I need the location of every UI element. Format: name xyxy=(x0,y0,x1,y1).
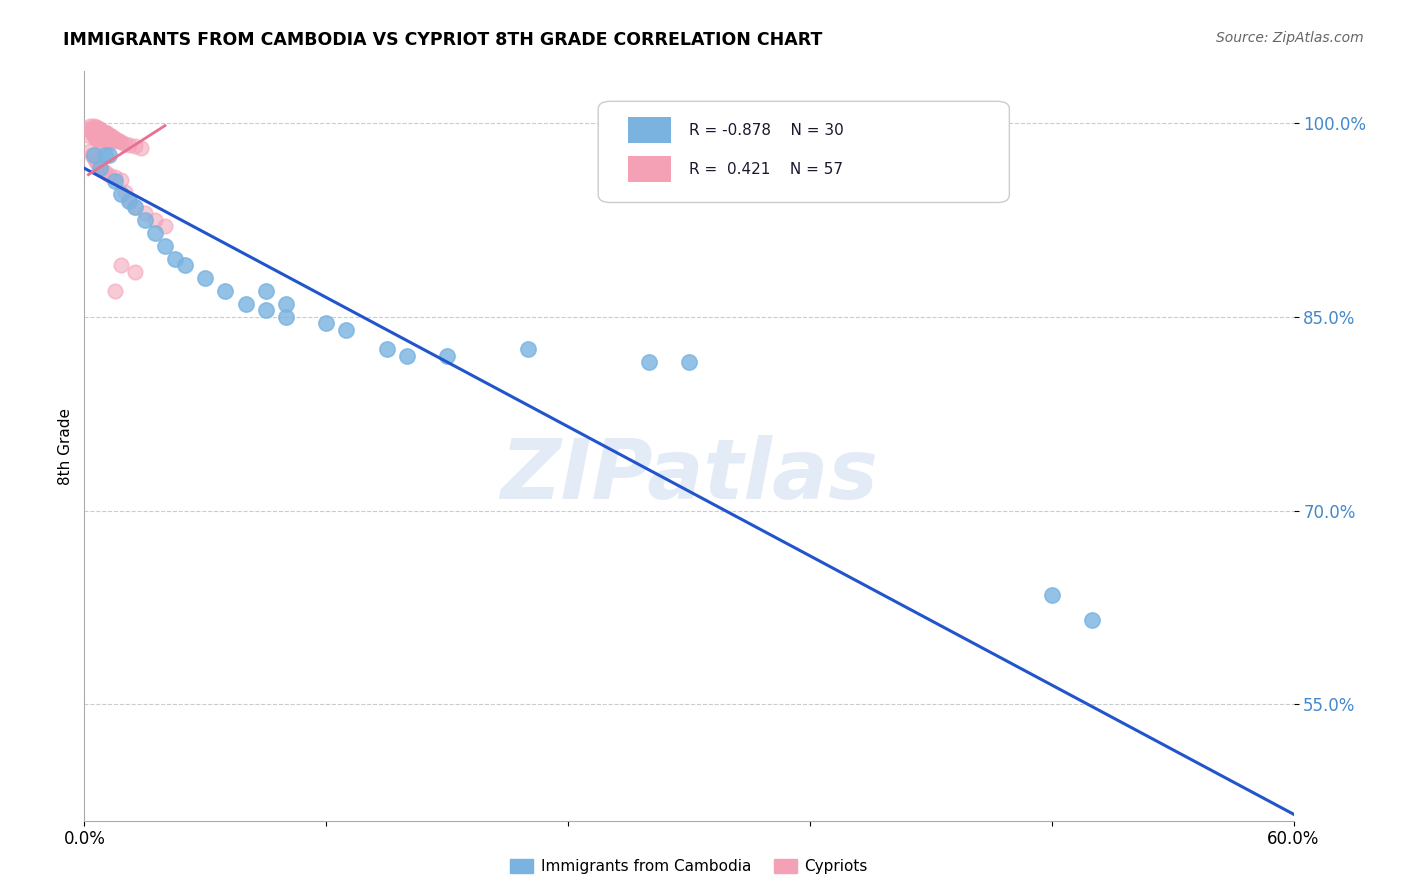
Point xyxy=(86,125,108,139)
Point xyxy=(89,134,111,148)
Text: Source: ZipAtlas.com: Source: ZipAtlas.com xyxy=(1216,31,1364,45)
Point xyxy=(83,148,105,162)
Point xyxy=(254,303,277,318)
Y-axis label: 8th Grade: 8th Grade xyxy=(58,408,73,484)
Point xyxy=(83,151,105,165)
Point xyxy=(83,124,105,138)
FancyBboxPatch shape xyxy=(599,102,1010,202)
Point xyxy=(89,122,111,136)
Point xyxy=(100,136,122,150)
Point xyxy=(89,160,111,174)
Point xyxy=(87,127,110,141)
Text: R =  0.421    N = 57: R = 0.421 N = 57 xyxy=(689,161,844,177)
Point xyxy=(118,194,141,208)
FancyBboxPatch shape xyxy=(628,156,671,182)
Point xyxy=(93,148,115,162)
Point xyxy=(214,284,236,298)
Point xyxy=(637,355,659,369)
Point xyxy=(96,133,118,147)
Point xyxy=(82,127,104,141)
Point xyxy=(93,125,115,139)
Point xyxy=(153,239,176,253)
Point xyxy=(104,131,127,145)
Point xyxy=(118,138,141,153)
Point xyxy=(235,297,257,311)
Point xyxy=(110,258,132,272)
Point xyxy=(118,194,141,208)
Point xyxy=(274,297,297,311)
Point xyxy=(100,128,122,143)
Point xyxy=(93,131,115,145)
Point xyxy=(104,174,127,188)
Point xyxy=(91,124,114,138)
Point xyxy=(89,128,111,142)
Point xyxy=(97,134,120,148)
Point xyxy=(96,127,118,141)
Point xyxy=(1081,614,1104,628)
Point xyxy=(86,154,108,169)
Point xyxy=(124,200,146,214)
Point xyxy=(87,133,110,147)
Point xyxy=(110,136,132,150)
Point xyxy=(91,130,114,145)
Point xyxy=(124,264,146,278)
Point xyxy=(194,271,217,285)
Point xyxy=(375,342,398,356)
Point xyxy=(129,140,152,154)
Legend: Immigrants from Cambodia, Cypriots: Immigrants from Cambodia, Cypriots xyxy=(503,853,875,880)
Point xyxy=(114,185,136,199)
Text: IMMIGRANTS FROM CAMBODIA VS CYPRIOT 8TH GRADE CORRELATION CHART: IMMIGRANTS FROM CAMBODIA VS CYPRIOT 8TH … xyxy=(63,31,823,49)
Point xyxy=(134,213,156,227)
Text: ZIPatlas: ZIPatlas xyxy=(501,435,877,516)
Point xyxy=(91,136,114,151)
Point xyxy=(93,165,115,179)
Point xyxy=(153,219,176,234)
Point xyxy=(91,162,114,177)
Text: R = -0.878    N = 30: R = -0.878 N = 30 xyxy=(689,123,844,138)
Point xyxy=(79,145,101,159)
Point xyxy=(143,226,166,240)
Point xyxy=(86,131,108,145)
Point xyxy=(174,258,197,272)
Point xyxy=(516,342,538,356)
Point xyxy=(143,213,166,227)
Point xyxy=(97,168,120,182)
Point xyxy=(104,170,127,185)
Point xyxy=(97,128,120,142)
Point xyxy=(83,128,105,143)
Point xyxy=(134,206,156,220)
Point xyxy=(124,200,146,214)
Point xyxy=(101,130,124,145)
Point xyxy=(315,316,337,330)
Point xyxy=(110,173,132,187)
Point xyxy=(83,119,105,133)
Point xyxy=(82,122,104,136)
Point xyxy=(436,349,458,363)
Point xyxy=(114,136,136,151)
Point xyxy=(87,121,110,136)
Point xyxy=(124,139,146,153)
Point xyxy=(165,252,187,266)
Point xyxy=(1040,588,1063,602)
Point xyxy=(678,355,700,369)
Point xyxy=(254,284,277,298)
Point xyxy=(79,128,101,143)
Point xyxy=(104,284,127,298)
Point xyxy=(97,148,120,162)
Point xyxy=(89,161,111,176)
Point xyxy=(105,133,128,147)
Point xyxy=(86,120,108,134)
Point xyxy=(87,157,110,171)
Point xyxy=(82,148,104,162)
Point xyxy=(335,323,357,337)
Point xyxy=(77,122,100,136)
Point xyxy=(79,119,101,133)
Point xyxy=(110,187,132,202)
Point xyxy=(107,134,129,148)
Point xyxy=(395,349,418,363)
FancyBboxPatch shape xyxy=(628,118,671,144)
Point xyxy=(274,310,297,324)
